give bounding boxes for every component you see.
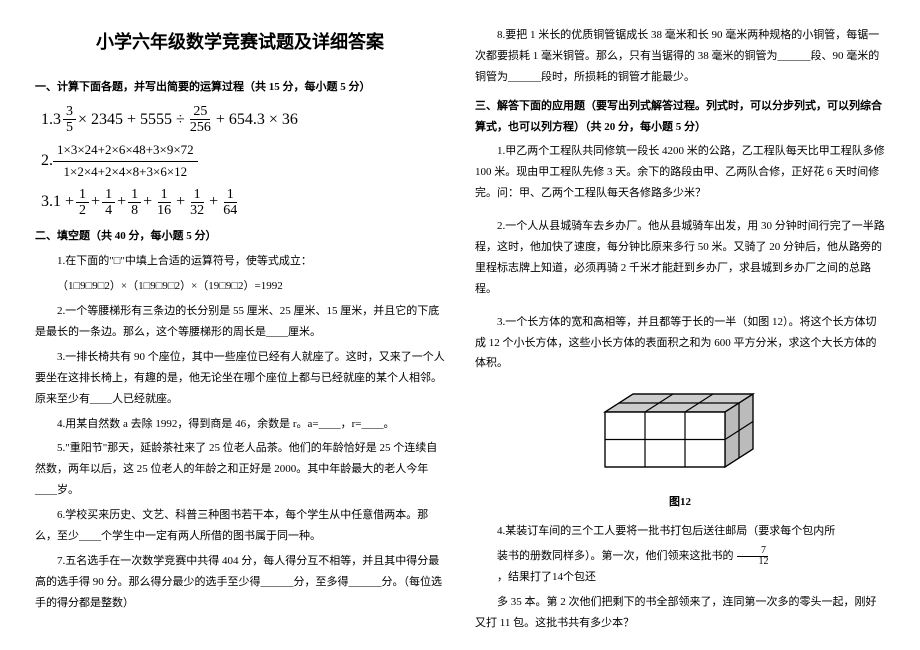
formula-3-frac: 164 [220,187,240,219]
right-column: 8.要把 1 米长的优质铜管锯成长 38 毫米和长 90 毫米两种规格的小铜管，… [475,25,885,625]
section-1-heading: 一、计算下面各题，并写出简要的运算过程（共 15 分，每小题 5 分） [35,77,445,98]
section-3-heading: 三、解答下面的应用题（要写出列式解答过程。列式时，可以分步列式，可以列综合算式，… [475,96,885,138]
formula-3-frac: 116 [154,187,174,219]
formula-2-prefix: 2. [41,151,53,172]
figure-12 [595,382,765,482]
question-3-1: 1.甲乙两个工程队共同修筑一段长 4200 米的公路，乙工程队每天比甲工程队多修… [475,141,885,204]
question-3-4a: 4.某装订车间的三个工人要将一批书打包后送往邮局（要求每个包内所 [475,521,885,542]
page-title: 小学六年级数学竞赛试题及详细答案 [35,25,445,59]
formula-1-mid-1: × 2345 + 5555 ÷ [78,110,185,131]
question-3-4b-pre: 装书的册数同样多）。第一次，他们领来这批书的 [475,546,734,567]
formula-3-frac: 12 [76,187,89,219]
formula-1-prefix: 1. [41,110,53,131]
figure-12-wrap: 图12 [475,382,885,513]
formula-1: 1. 3 3 5 × 2345 + 5555 ÷ 25 256 + 654.3 … [41,104,445,136]
question-3-2: 2.一个人从县城骑车去乡办厂。他从县城骑车出发，用 30 分钟时间行完了一半路程… [475,216,885,300]
formula-3: 3. 1 + 12 + 14 + 18 + 116 + 132 + 164 [41,187,445,219]
formula-2-frac: 1×3×24+2×6×48+3×9×72 1×2×4+2×4×8+3×6×12 [53,142,198,181]
formula-3-lead: 1 + [53,192,74,213]
question-3-4b-frac: 7 12 [735,546,771,567]
formula-3-frac: 132 [187,187,207,219]
question-2-7: 7.五名选手在一次数学竞赛中共得 404 分，每人得分互不相等，并且其中得分最高… [35,551,445,614]
section-2-heading: 二、填空题（共 40 分，每小题 5 分） [35,226,445,247]
formula-1-frac-1: 3 5 [63,104,76,136]
formula-3-frac: 18 [128,187,141,219]
left-column: 小学六年级数学竞赛试题及详细答案 一、计算下面各题，并写出简要的运算过程（共 1… [35,25,445,625]
question-2-8: 8.要把 1 米长的优质铜管锯成长 38 毫米和长 90 毫米两种规格的小铜管，… [475,25,885,88]
formula-3-prefix: 3. [41,192,53,213]
question-2-5: 5."重阳节"那天，延龄茶社来了 25 位老人品茶。他们的年龄恰好是 25 个连… [35,438,445,501]
question-2-2: 2.一个等腰梯形有三条边的长分别是 55 厘米、25 厘米、15 厘米，并且它的… [35,301,445,343]
question-2-6: 6.学校买来历史、文艺、科普三种图书若干本，每个学生从中任意借两本。那么，至少_… [35,505,445,547]
question-3-4c: 多 35 本。第 2 次他们把剩下的书全部领来了，连同第一次多的零头一起，刚好又… [475,592,885,634]
question-3-3: 3.一个长方体的宽和高相等，并且都等于长的一半（如图 12）。将这个长方体切成 … [475,312,885,375]
formula-1-whole: 3 [53,110,61,131]
formula-3-frac: 14 [102,187,115,219]
question-3-4b: 装书的册数同样多）。第一次，他们领来这批书的 7 12 ，结果打了14个包还 [475,546,885,588]
question-2-4: 4.用某自然数 a 去除 1992，得到商是 46，余数是 r。a=____，r… [35,414,445,435]
question-2-3: 3.一排长椅共有 90 个座位，其中一些座位已经有人就座了。这时，又来了一个人要… [35,347,445,410]
question-2-1a: 1.在下面的"□"中填上合适的运算符号，使等式成立： [35,251,445,272]
formula-1-mid-2: + 654.3 × 36 [216,110,298,131]
figure-12-label: 图12 [475,492,885,513]
formula-1-frac-2: 25 256 [187,104,214,136]
question-3-4b-post: ，结果打了14个包还 [475,567,596,588]
formula-2: 2. 1×3×24+2×6×48+3×9×72 1×2×4+2×4×8+3×6×… [41,142,445,181]
question-2-1b: （1□9□9□2）×（1□9□9□2）×（19□9□2）=1992 [35,276,445,297]
